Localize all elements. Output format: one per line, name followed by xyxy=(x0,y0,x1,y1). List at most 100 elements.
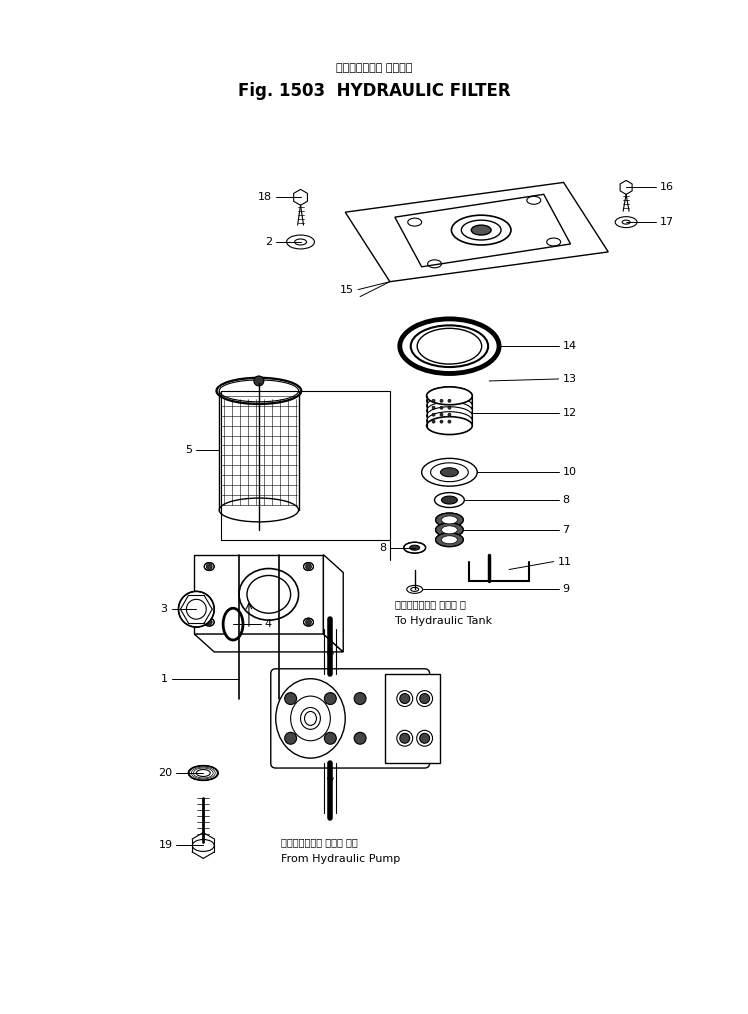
Circle shape xyxy=(305,564,311,570)
Text: From Hydraulic Pump: From Hydraulic Pump xyxy=(280,855,400,864)
Ellipse shape xyxy=(435,523,463,536)
Ellipse shape xyxy=(219,379,298,403)
Text: 7: 7 xyxy=(562,525,570,534)
Text: 17: 17 xyxy=(660,217,674,227)
Polygon shape xyxy=(294,190,307,205)
Circle shape xyxy=(325,732,337,744)
Circle shape xyxy=(400,733,410,743)
Circle shape xyxy=(305,620,311,625)
Circle shape xyxy=(440,407,443,410)
Ellipse shape xyxy=(426,396,472,415)
Circle shape xyxy=(325,693,337,705)
Ellipse shape xyxy=(411,325,488,367)
Circle shape xyxy=(448,420,451,423)
Text: 3: 3 xyxy=(161,604,168,614)
Circle shape xyxy=(400,694,410,704)
Ellipse shape xyxy=(441,496,457,504)
Ellipse shape xyxy=(441,467,459,477)
Circle shape xyxy=(440,400,443,403)
Ellipse shape xyxy=(239,569,298,621)
Text: 9: 9 xyxy=(562,584,570,594)
Ellipse shape xyxy=(441,516,457,524)
Ellipse shape xyxy=(407,585,423,593)
Text: 14: 14 xyxy=(562,341,577,351)
Polygon shape xyxy=(194,555,323,634)
Text: 2: 2 xyxy=(265,237,272,247)
Circle shape xyxy=(440,413,443,416)
Ellipse shape xyxy=(435,532,463,547)
Ellipse shape xyxy=(204,619,214,626)
Text: 15: 15 xyxy=(340,285,354,295)
Text: ハイドロリック フィルタ: ハイドロリック フィルタ xyxy=(336,63,412,73)
Polygon shape xyxy=(323,555,343,652)
Text: 20: 20 xyxy=(159,768,173,778)
Circle shape xyxy=(448,400,451,403)
Ellipse shape xyxy=(254,376,264,386)
Ellipse shape xyxy=(400,319,499,373)
Ellipse shape xyxy=(192,840,214,852)
Ellipse shape xyxy=(441,526,457,533)
Ellipse shape xyxy=(204,563,214,571)
Ellipse shape xyxy=(404,542,426,554)
Text: 8: 8 xyxy=(378,542,386,553)
Ellipse shape xyxy=(196,770,210,777)
Ellipse shape xyxy=(426,412,472,430)
Text: 12: 12 xyxy=(562,408,577,418)
Ellipse shape xyxy=(304,563,313,571)
Text: 5: 5 xyxy=(186,445,192,455)
Ellipse shape xyxy=(426,387,472,405)
Circle shape xyxy=(206,620,212,625)
Text: Fig. 1503  HYDRAULIC FILTER: Fig. 1503 HYDRAULIC FILTER xyxy=(238,82,510,100)
Circle shape xyxy=(432,420,435,423)
Circle shape xyxy=(440,420,443,423)
Text: 16: 16 xyxy=(660,183,674,193)
Ellipse shape xyxy=(426,391,472,410)
Text: 18: 18 xyxy=(257,193,272,203)
Text: 13: 13 xyxy=(562,374,577,384)
Ellipse shape xyxy=(301,708,320,729)
Ellipse shape xyxy=(219,498,298,522)
Ellipse shape xyxy=(304,619,313,626)
Ellipse shape xyxy=(441,535,457,544)
Ellipse shape xyxy=(276,678,346,758)
Polygon shape xyxy=(194,634,343,652)
Text: ハイドロリック ポンプ から: ハイドロリック ポンプ から xyxy=(280,838,358,848)
Text: 1: 1 xyxy=(161,673,168,683)
Ellipse shape xyxy=(426,387,472,405)
FancyBboxPatch shape xyxy=(271,669,429,768)
Circle shape xyxy=(448,413,451,416)
Text: 4: 4 xyxy=(265,620,272,629)
Ellipse shape xyxy=(223,608,243,640)
Ellipse shape xyxy=(179,591,214,627)
Circle shape xyxy=(285,693,296,705)
Ellipse shape xyxy=(426,407,472,425)
Circle shape xyxy=(285,732,296,744)
Ellipse shape xyxy=(216,377,301,405)
Circle shape xyxy=(432,407,435,410)
Circle shape xyxy=(354,732,366,744)
Ellipse shape xyxy=(435,513,463,527)
Circle shape xyxy=(206,564,212,570)
Circle shape xyxy=(448,407,451,410)
Circle shape xyxy=(420,733,429,743)
Circle shape xyxy=(432,400,435,403)
Circle shape xyxy=(354,693,366,705)
Ellipse shape xyxy=(188,766,218,781)
Ellipse shape xyxy=(426,402,472,420)
Circle shape xyxy=(420,694,429,704)
Text: ハイドロリック タンク へ: ハイドロリック タンク へ xyxy=(395,599,466,609)
Ellipse shape xyxy=(452,215,511,245)
Text: 10: 10 xyxy=(562,467,577,478)
Ellipse shape xyxy=(435,493,465,507)
Polygon shape xyxy=(346,183,608,282)
Text: 11: 11 xyxy=(557,557,571,567)
Ellipse shape xyxy=(422,458,477,486)
Text: To Hydraulic Tank: To Hydraulic Tank xyxy=(395,617,492,627)
Polygon shape xyxy=(395,195,571,267)
Ellipse shape xyxy=(410,546,420,551)
Polygon shape xyxy=(620,180,632,195)
Ellipse shape xyxy=(426,417,472,435)
Text: 8: 8 xyxy=(562,495,570,505)
Polygon shape xyxy=(385,673,440,764)
Ellipse shape xyxy=(229,382,289,400)
